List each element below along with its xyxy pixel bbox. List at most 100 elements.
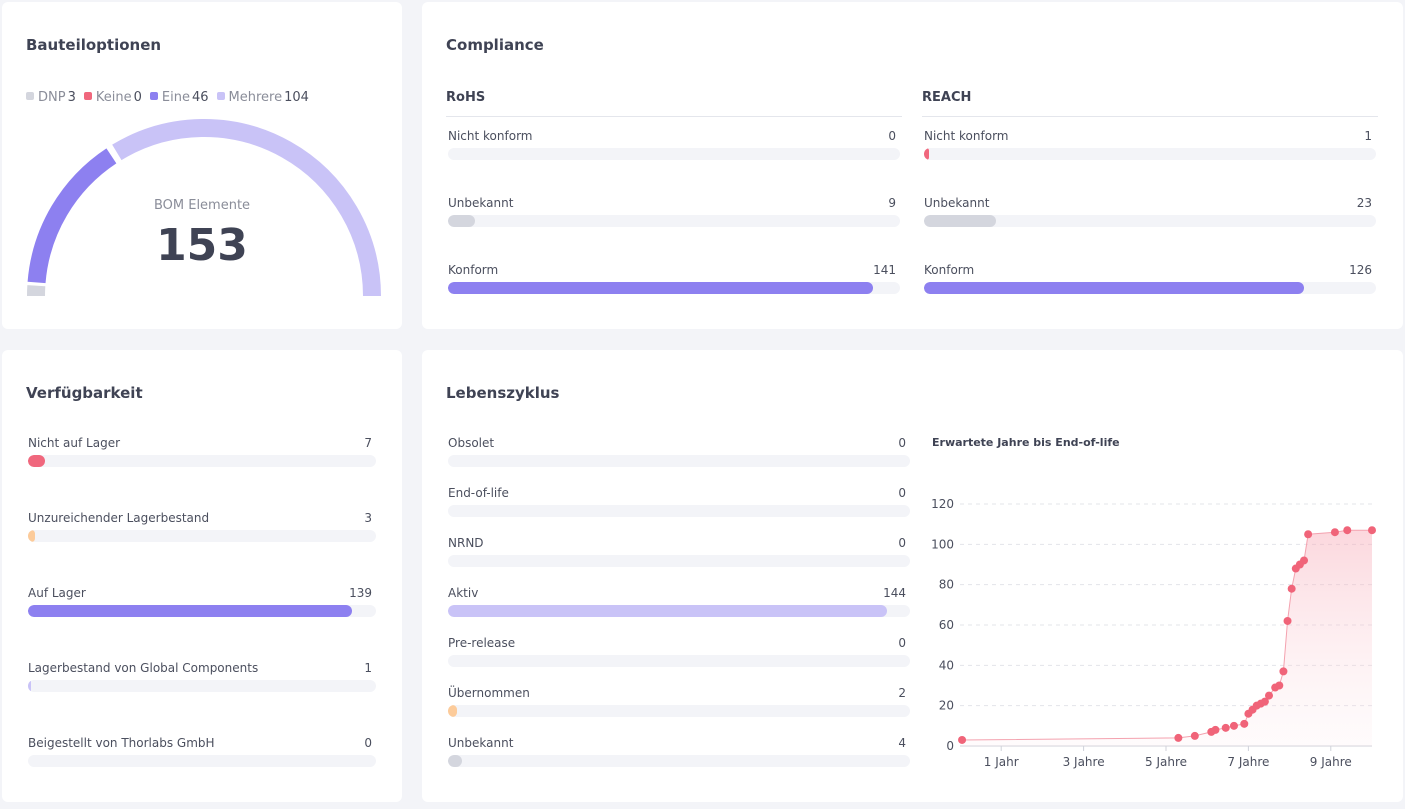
- lifecycle-row[interactable]: End-of-life 0: [448, 486, 910, 518]
- eol-data-point[interactable]: [1265, 691, 1273, 700]
- legend-label: Keine: [95, 90, 132, 105]
- eol-data-point[interactable]: [1287, 584, 1296, 593]
- legend-item-keine[interactable]: Keine 0: [83, 90, 142, 105]
- lifecycle-row-value: 0: [898, 486, 906, 500]
- lifecycle-row[interactable]: Aktiv 144: [448, 586, 910, 618]
- eol-data-point[interactable]: [1330, 528, 1339, 537]
- lifecycle-row-value: 144: [883, 586, 906, 600]
- rohs-row-value: 0: [888, 129, 896, 143]
- rohs-progress-track: [448, 148, 900, 160]
- legend-item-eine[interactable]: Eine 46: [149, 90, 209, 105]
- rohs-row-label: Nicht konform: [448, 129, 533, 143]
- rohs-row-label: Unbekannt: [448, 196, 514, 210]
- lifecycle-progress-track: [448, 455, 910, 467]
- lifecycle-progress-fill: [448, 705, 458, 717]
- lifecycle-progress-track: [448, 755, 910, 767]
- availability-row-label: Lagerbestand von Global Components: [28, 661, 259, 675]
- availability-row[interactable]: Lagerbestand von Global Components 1: [28, 661, 376, 693]
- legend-swatch: [83, 92, 92, 100]
- parts-card-title: Bauteiloptionen: [26, 36, 162, 54]
- gauge-segment-eine[interactable]: [27, 148, 117, 284]
- rohs-progress-fill: [448, 282, 873, 294]
- reach-row[interactable]: Nicht konform 1: [924, 129, 1376, 161]
- lifecycle-row[interactable]: Obsolet 0: [448, 436, 910, 468]
- legend-count: 46: [191, 90, 209, 105]
- lifecycle-row-label: Pre-release: [448, 636, 516, 650]
- availability-progress-fill: [28, 455, 45, 467]
- eol-area: [962, 530, 1372, 746]
- x-tick-label: 9 Jahre: [1310, 755, 1352, 769]
- lifecycle-row[interactable]: Übernommen 2: [448, 686, 910, 718]
- eol-data-point[interactable]: [1368, 526, 1376, 535]
- lifecycle-row[interactable]: NRND 0: [448, 536, 910, 568]
- availability-row[interactable]: Beigestellt von Thorlabs GmbH 0: [28, 736, 376, 768]
- parts-card: Bauteiloptionen DNP 3 Keine 0 Eine 46 Mehrere 1…: [2, 2, 402, 329]
- rohs-divider: [446, 116, 902, 117]
- eol-data-point[interactable]: [1300, 556, 1309, 565]
- lifecycle-progress-track: [448, 505, 910, 517]
- reach-row-value: 23: [1356, 196, 1372, 210]
- legend-count: 3: [67, 90, 76, 105]
- x-tick-label: 7 Jahre: [1227, 755, 1269, 769]
- eol-data-point[interactable]: [1260, 697, 1269, 706]
- reach-row-value: 126: [1349, 263, 1372, 277]
- legend-count: 0: [133, 90, 142, 105]
- legend-label: Mehrere: [228, 90, 283, 105]
- eol-data-point[interactable]: [1211, 725, 1220, 734]
- availability-row[interactable]: Nicht auf Lager 7: [28, 436, 376, 468]
- rohs-row-value: 141: [873, 263, 896, 277]
- availability-progress-track: [28, 755, 376, 767]
- availability-row[interactable]: Unzureichender Lagerbestand 3: [28, 511, 376, 543]
- reach-row-label: Konform: [924, 263, 975, 277]
- reach-row[interactable]: Konform 126: [924, 263, 1376, 295]
- rohs-row[interactable]: Konform 141: [448, 263, 900, 295]
- lifecycle-row[interactable]: Pre-release 0: [448, 636, 910, 668]
- availability-row-value: 3: [364, 511, 372, 525]
- eol-chart-title: Erwartete Jahre bis End-of-life: [932, 436, 1120, 449]
- y-tick-label: 0: [946, 739, 954, 753]
- lifecycle-row[interactable]: Unbekannt 4: [448, 736, 910, 768]
- eol-data-point[interactable]: [1343, 526, 1352, 535]
- eol-data-point[interactable]: [958, 735, 967, 744]
- eol-data-point[interactable]: [1190, 731, 1199, 740]
- legend-label: Eine: [161, 90, 190, 105]
- availability-row-label: Beigestellt von Thorlabs GmbH: [28, 736, 215, 750]
- gauge-label: BOM Elemente: [153, 198, 251, 213]
- lifecycle-progress-track: [448, 605, 910, 617]
- eol-data-point[interactable]: [1229, 721, 1238, 730]
- eol-data-point[interactable]: [1283, 616, 1292, 625]
- legend-item-mehrere[interactable]: Mehrere 104: [216, 90, 309, 105]
- eol-data-point[interactable]: [1304, 530, 1313, 539]
- lifecycle-progress-track: [448, 655, 910, 667]
- availability-progress-track: [28, 605, 376, 617]
- gauge-value: 153: [156, 220, 248, 271]
- eol-data-point[interactable]: [1240, 719, 1249, 728]
- availability-row-label: Unzureichender Lagerbestand: [28, 511, 210, 525]
- lifecycle-row-label: NRND: [448, 536, 484, 550]
- availability-row[interactable]: Auf Lager 139: [28, 586, 376, 618]
- legend-item-dnp[interactable]: DNP 3: [26, 90, 76, 105]
- lifecycle-progress-track: [448, 705, 910, 717]
- eol-data-point[interactable]: [1279, 667, 1288, 676]
- lifecycle-progress-fill: [448, 755, 462, 767]
- eol-data-point[interactable]: [1275, 681, 1284, 690]
- reach-row-label: Unbekannt: [924, 196, 990, 210]
- rohs-progress-track: [448, 215, 900, 227]
- eol-data-point[interactable]: [1221, 723, 1230, 732]
- x-tick-label: 3 Jahre: [1063, 755, 1105, 769]
- reach-row-value: 1: [1364, 129, 1372, 143]
- rohs-row[interactable]: Unbekannt 9: [448, 196, 900, 228]
- reach-progress-track: [924, 148, 1376, 160]
- availability-progress-track: [28, 455, 376, 467]
- availability-progress-fill: [28, 680, 31, 692]
- eol-data-point[interactable]: [1174, 733, 1183, 742]
- availability-card: Verfügbarkeit Nicht auf Lager 7 Unzureiche…: [2, 350, 402, 802]
- reach-progress-track: [924, 282, 1376, 294]
- reach-row[interactable]: Unbekannt 23: [924, 196, 1376, 228]
- x-tick-label: 5 Jahre: [1145, 755, 1187, 769]
- rohs-row[interactable]: Nicht konform 0: [448, 129, 900, 161]
- gauge-segment-mehrere[interactable]: [112, 119, 381, 297]
- bom-gauge: [27, 119, 381, 297]
- compliance-card-title: Compliance: [446, 36, 544, 54]
- reach-progress-fill: [924, 148, 929, 160]
